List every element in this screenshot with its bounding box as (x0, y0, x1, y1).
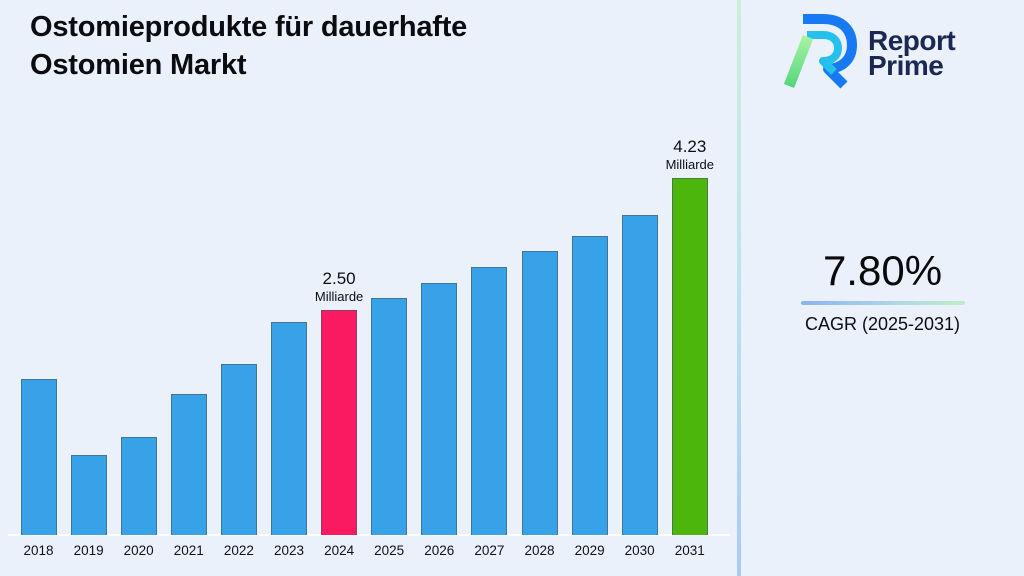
x-axis-baseline (8, 534, 730, 536)
cagr-value: 7.80% (822, 247, 943, 294)
x-axis-label-2031: 2031 (674, 543, 705, 558)
cagr-underline (800, 301, 965, 305)
bar-2019 (70, 455, 107, 535)
bar-value-label-2031: 4.23 Milliarde (640, 137, 740, 173)
annotation-value: 2.50 (322, 269, 356, 288)
bar-2026 (421, 283, 458, 535)
x-axis-label-2020: 2020 (123, 543, 154, 558)
report-prime-logo-icon (783, 14, 857, 89)
report-prime-logo: Report Prime (782, 10, 956, 92)
x-axis-label-2028: 2028 (524, 543, 555, 558)
logo-word-prime: Prime (868, 50, 944, 81)
x-axis-label-2025: 2025 (374, 543, 405, 558)
x-axis-label-2022: 2022 (223, 543, 254, 558)
bar-2030 (621, 215, 658, 535)
x-axis-label-2024: 2024 (324, 543, 355, 558)
bar-2023 (271, 322, 307, 535)
bar-2029 (571, 236, 608, 535)
cagr-panel: 7.80% CAGR (2025-2031) (741, 248, 1024, 335)
bar-2031 (671, 178, 708, 535)
x-axis-label-2018: 2018 (23, 543, 54, 558)
x-axis-label-2027: 2027 (474, 543, 505, 558)
x-axis-label-2030: 2030 (624, 543, 655, 558)
bar-2018 (20, 379, 57, 535)
bar-2022 (220, 364, 257, 535)
bar-2028 (521, 251, 558, 535)
bar-value-label-2024: 2.50 Milliarde (289, 269, 389, 305)
bar-2020 (120, 437, 157, 535)
report-prime-logo-text: Report Prime (868, 24, 956, 81)
x-axis-label-2019: 2019 (73, 543, 104, 558)
logo-word-report: Report (868, 25, 956, 56)
x-axis-label-2021: 2021 (173, 543, 204, 558)
cagr-label: CAGR (2025-2031) (804, 314, 961, 334)
bar-2024 (321, 310, 358, 535)
x-axis-label-2029: 2029 (574, 543, 605, 558)
annotation-value: 4.23 (673, 137, 707, 156)
bar-chart: 2018 2019 2020 2021 2022 2023 2024 2025 2026 2027… (8, 137, 740, 558)
vertical-divider (737, 0, 741, 576)
x-axis-label-2026: 2026 (424, 543, 455, 558)
annotation-unit: Milliarde (314, 289, 364, 304)
bar-2021 (170, 394, 207, 535)
bar-2025 (371, 298, 408, 535)
annotation-unit: Milliarde (665, 157, 714, 172)
page-title: Ostomieprodukte für dauerhafte Ostomien … (30, 8, 710, 84)
x-axis-label-2023: 2023 (273, 543, 305, 558)
page-title-line1: Ostomieprodukte für dauerhafte (30, 11, 468, 43)
page-title-line2: Ostomien Markt (30, 49, 247, 81)
bar-2027 (471, 267, 508, 535)
